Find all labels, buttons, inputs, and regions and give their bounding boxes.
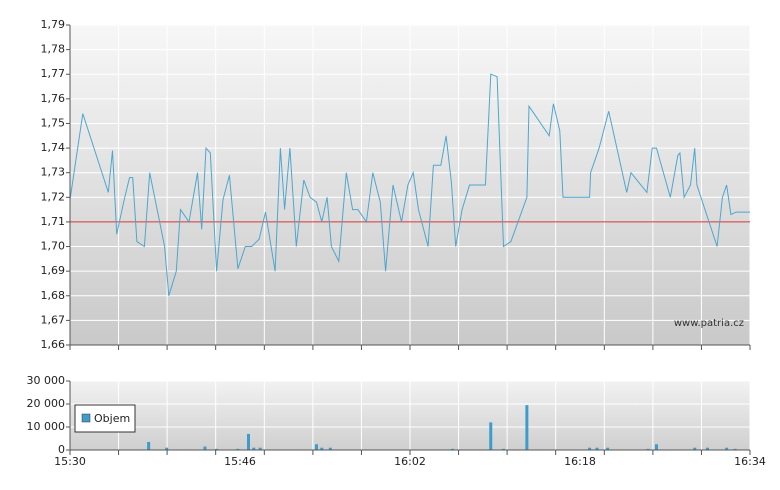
y-tick-label: 10 000 <box>27 420 66 433</box>
volume-bar <box>693 447 697 450</box>
watermark: www.patria.cz <box>674 318 744 329</box>
volume-bar <box>733 448 737 450</box>
volume-bar <box>655 444 658 450</box>
y-tick-label: 1,72 <box>41 190 66 203</box>
x-tick-label: 16:02 <box>394 455 426 468</box>
y-tick-label: 0 <box>58 443 65 456</box>
y-tick-label: 1,66 <box>41 338 66 351</box>
y-tick-label: 1,69 <box>41 264 66 277</box>
y-tick-label: 20 000 <box>27 397 66 410</box>
volume-bar <box>247 433 250 450</box>
volume-bar <box>147 441 151 450</box>
x-tick-label: 15:46 <box>224 455 256 468</box>
volume-bar <box>595 447 599 450</box>
y-tick-label: 1,75 <box>41 116 66 129</box>
volume-bar <box>502 448 505 450</box>
y-tick-label: 1,76 <box>41 92 66 105</box>
y-tick-label: 30 000 <box>27 374 66 387</box>
volume-bar <box>328 447 332 450</box>
volume-bar <box>606 447 610 450</box>
y-tick-label: 1,71 <box>41 215 66 228</box>
volume-bar <box>252 447 256 450</box>
y-tick-label: 1,77 <box>41 67 66 80</box>
legend-swatch <box>81 413 91 423</box>
volume-bar <box>320 447 324 450</box>
volume-bar <box>451 448 454 450</box>
volume-bar <box>203 446 207 450</box>
y-tick-label: 1,67 <box>41 313 66 326</box>
y-tick-label: 1,73 <box>41 166 66 179</box>
volume-bar <box>646 448 650 450</box>
y-tick-label: 1,78 <box>41 43 66 56</box>
volume-bar <box>525 405 529 450</box>
volume-bar <box>236 448 240 450</box>
volume-bar <box>315 444 318 450</box>
volume-bar <box>258 447 262 450</box>
x-tick-label: 15:30 <box>54 455 86 468</box>
volume-bar <box>725 447 729 450</box>
volume-bar <box>165 447 169 450</box>
legend-label: Objem <box>94 412 130 425</box>
volume-bar <box>706 447 709 450</box>
y-tick-label: 1,79 <box>41 18 66 31</box>
y-tick-label: 1,68 <box>41 289 66 302</box>
x-tick-label: 16:18 <box>564 455 596 468</box>
x-tick-label: 16:34 <box>734 455 766 468</box>
volume-bar <box>489 422 493 450</box>
price-line <box>69 73 750 296</box>
y-tick-label: 1,70 <box>41 240 66 253</box>
volume-bar <box>588 447 592 450</box>
y-tick-label: 1,74 <box>41 141 66 154</box>
volume-bar <box>215 448 219 450</box>
